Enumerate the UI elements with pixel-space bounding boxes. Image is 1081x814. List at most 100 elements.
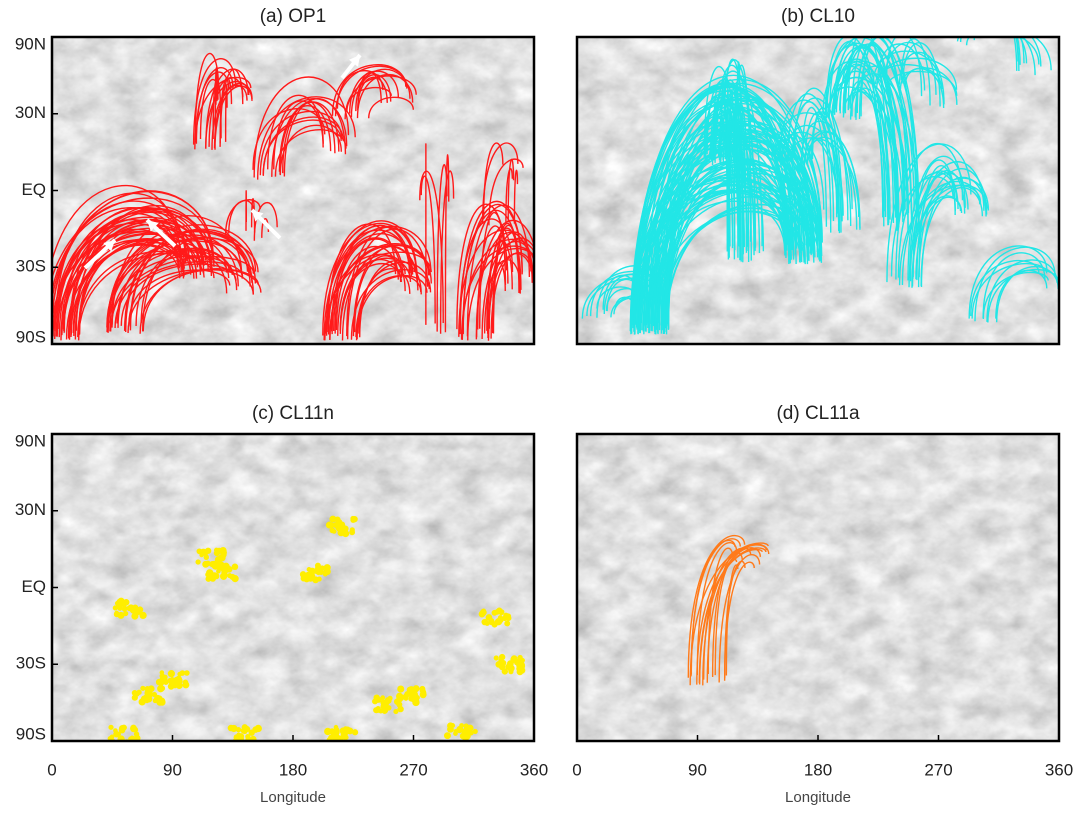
y-tick-label: 30S <box>16 257 46 276</box>
x-tick-label: 180 <box>279 760 307 779</box>
x-tick-label: 90 <box>163 760 182 779</box>
footpoint <box>496 662 501 667</box>
footpoint <box>494 656 498 660</box>
footpoint <box>500 610 504 614</box>
footpoint <box>517 659 520 662</box>
footpoint <box>176 676 181 681</box>
footpoint <box>352 517 357 522</box>
footpoint <box>445 733 451 739</box>
footpoint <box>376 697 381 702</box>
x-tick-label: 270 <box>924 760 952 779</box>
footpoint <box>204 550 208 554</box>
footpoint <box>382 707 387 712</box>
footpoint <box>405 692 410 697</box>
footpoint <box>413 700 419 706</box>
figure: (a) OP190N30NEQ30S90S(b) CL10(c) CL11n90… <box>0 0 1081 809</box>
footpoint <box>141 686 145 690</box>
footpoint <box>420 687 425 692</box>
footpoint <box>135 692 139 696</box>
footpoint <box>228 725 233 730</box>
footpoint <box>350 528 354 532</box>
footpoint <box>482 620 487 625</box>
y-tick-label: 90N <box>15 34 46 53</box>
footpoint <box>242 729 247 734</box>
footpoint <box>319 570 324 575</box>
footpoint <box>157 699 163 705</box>
footpoint <box>168 671 174 677</box>
footpoint <box>330 528 334 532</box>
footpoint <box>124 612 128 616</box>
footpoint <box>140 613 146 619</box>
y-tick-label: EQ <box>21 180 46 199</box>
footpoint <box>504 613 508 617</box>
footpoint <box>420 692 426 698</box>
x-tick-label: 0 <box>47 760 56 779</box>
map-image <box>577 434 1059 741</box>
footpoint <box>345 727 351 733</box>
footpoint <box>343 526 348 531</box>
footpoint <box>218 564 222 568</box>
footpoint <box>385 698 391 704</box>
x-tick-label: 360 <box>1045 760 1073 779</box>
footpoint <box>486 615 491 620</box>
footpoint <box>397 697 402 702</box>
footpoint <box>203 562 208 567</box>
footpoint <box>334 726 337 729</box>
footpoint <box>336 731 339 734</box>
y-tick-label: EQ <box>21 577 46 596</box>
footpoint <box>398 686 404 692</box>
footpoint <box>330 517 334 521</box>
y-tick-label: 90S <box>16 327 46 346</box>
footpoint <box>454 732 457 735</box>
footpoint <box>110 735 113 738</box>
footpoint <box>482 609 485 612</box>
footpoint <box>119 728 124 733</box>
footpoint <box>505 621 510 626</box>
footpoint <box>114 729 117 732</box>
footpoint <box>217 548 220 551</box>
footpoint <box>158 686 164 692</box>
footpoint <box>502 669 507 674</box>
footpoint <box>145 690 151 696</box>
footpoint <box>500 655 505 660</box>
x-tick-label: 90 <box>688 760 707 779</box>
footpoint <box>183 680 187 684</box>
field-line <box>728 86 729 256</box>
panel-title: (d) CL11a <box>776 403 860 424</box>
footpoint <box>394 710 398 714</box>
footpoint <box>335 735 339 739</box>
x-tick-label: 0 <box>572 760 581 779</box>
map-image <box>52 434 534 741</box>
footpoint <box>495 610 499 614</box>
footpoint <box>331 731 335 735</box>
footpoint <box>473 730 477 734</box>
footpoint <box>318 578 321 581</box>
footpoint <box>343 735 346 738</box>
panel-title: (b) CL10 <box>781 6 855 27</box>
footpoint <box>133 728 137 732</box>
footpoint <box>451 724 455 728</box>
panel-title: (c) CL11n <box>252 403 334 424</box>
footpoint <box>197 549 201 553</box>
y-tick-label: 30S <box>16 654 46 673</box>
footpoint <box>496 619 502 625</box>
x-tick-label: 360 <box>520 760 548 779</box>
footpoint <box>508 665 514 671</box>
footpoint <box>133 605 138 610</box>
footpoint <box>178 672 181 675</box>
footpoint <box>204 555 208 559</box>
footpoint <box>234 735 239 740</box>
footpoint <box>206 573 210 577</box>
footpoint <box>222 569 227 574</box>
x-axis-label: Longitude <box>785 789 851 806</box>
x-axis-label: Longitude <box>260 789 326 806</box>
footpoint <box>324 565 329 570</box>
footpoint <box>381 696 384 699</box>
x-tick-label: 180 <box>804 760 832 779</box>
footpoint <box>521 659 524 662</box>
footpoint <box>232 564 237 569</box>
x-tick-label: 270 <box>399 760 427 779</box>
y-tick-label: 90S <box>16 724 46 743</box>
footpoint <box>118 605 122 609</box>
panel-title: (a) OP1 <box>260 6 327 27</box>
